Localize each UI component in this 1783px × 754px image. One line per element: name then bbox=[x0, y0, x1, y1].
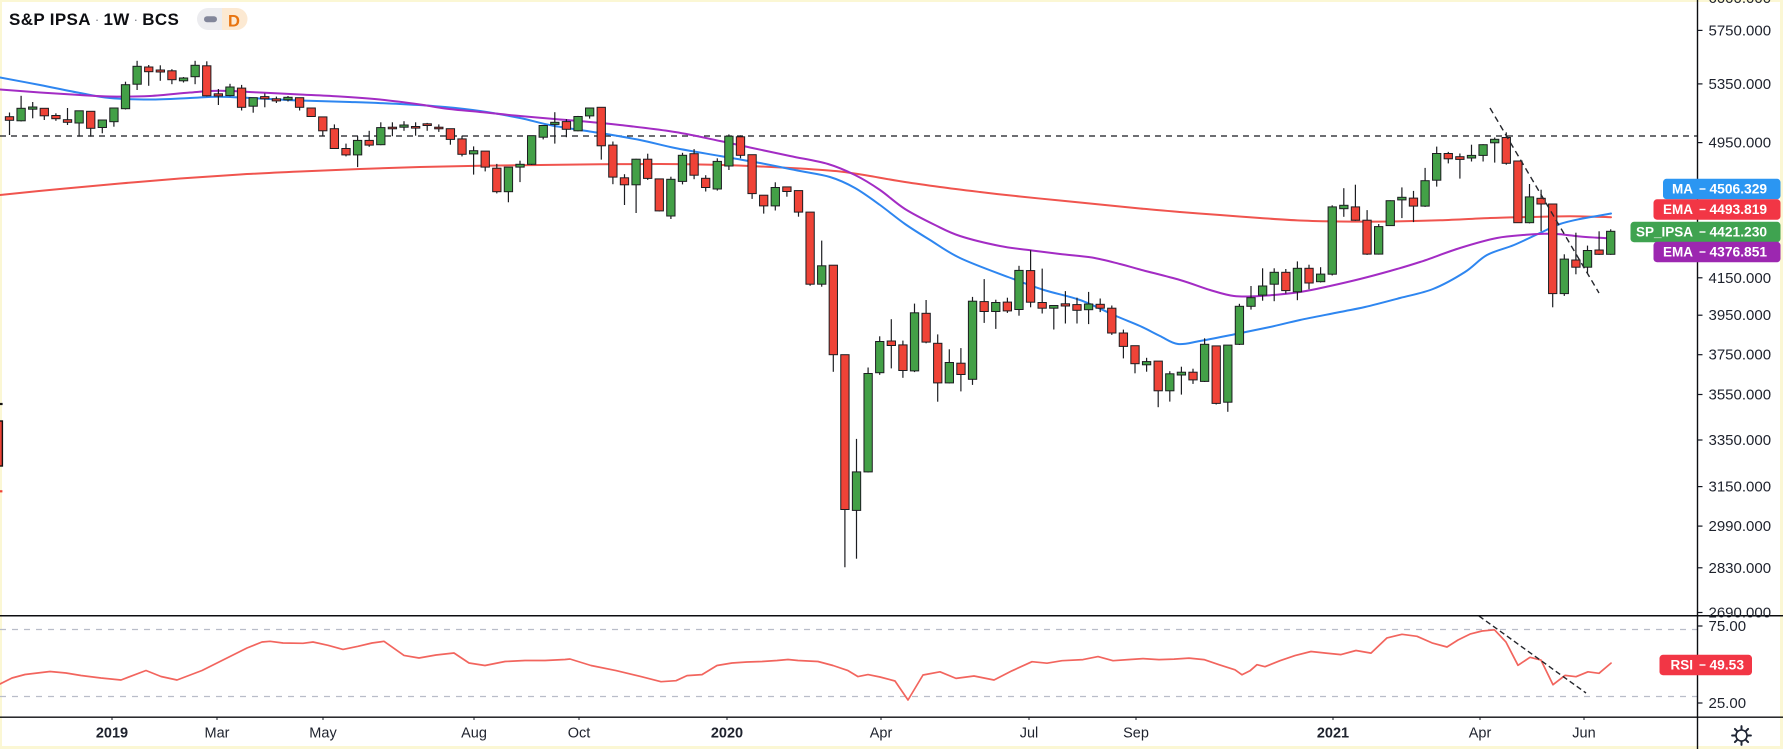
svg-text:5350.000: 5350.000 bbox=[1709, 76, 1772, 93]
svg-text:Aug: Aug bbox=[461, 726, 487, 742]
svg-text:3950.000: 3950.000 bbox=[1709, 307, 1772, 324]
svg-text:2830.000: 2830.000 bbox=[1709, 560, 1772, 577]
svg-text:MA: MA bbox=[1672, 182, 1693, 197]
svg-text:Jul: Jul bbox=[1020, 726, 1039, 742]
svg-text:2021: 2021 bbox=[1317, 726, 1349, 742]
svg-text:2690.000: 2690.000 bbox=[1709, 605, 1772, 622]
svg-text:May: May bbox=[309, 726, 337, 742]
svg-text:4150.000: 4150.000 bbox=[1709, 270, 1772, 287]
svg-text:3750.000: 3750.000 bbox=[1709, 347, 1772, 364]
svg-text:EMA: EMA bbox=[1663, 245, 1693, 260]
svg-text:3550.000: 3550.000 bbox=[1709, 387, 1772, 404]
svg-text:Oct: Oct bbox=[568, 726, 591, 742]
svg-text:Mar: Mar bbox=[205, 726, 230, 742]
svg-text:4506.329: 4506.329 bbox=[1710, 182, 1768, 197]
svg-text:75.00: 75.00 bbox=[1709, 618, 1747, 635]
svg-text:Apr: Apr bbox=[870, 726, 893, 742]
svg-text:25.00: 25.00 bbox=[1709, 695, 1747, 712]
svg-text:49.53: 49.53 bbox=[1710, 658, 1745, 673]
svg-text:D: D bbox=[228, 13, 240, 31]
svg-text:SP_IPSA: SP_IPSA bbox=[1636, 225, 1693, 240]
svg-text:3150.000: 3150.000 bbox=[1709, 479, 1772, 496]
svg-text:4421.230: 4421.230 bbox=[1710, 225, 1768, 240]
svg-text:6000.000: 6000.000 bbox=[1709, 0, 1772, 7]
svg-text:2990.000: 2990.000 bbox=[1709, 518, 1772, 535]
svg-text:4493.819: 4493.819 bbox=[1710, 202, 1768, 217]
svg-text:EMA: EMA bbox=[1663, 202, 1693, 217]
svg-text:Jun: Jun bbox=[1572, 726, 1595, 742]
svg-text:3350.000: 3350.000 bbox=[1709, 432, 1772, 449]
svg-text:Sep: Sep bbox=[1123, 726, 1149, 742]
svg-text:S&P IPSA · 1W · BCS: S&P IPSA · 1W · BCS bbox=[9, 10, 179, 29]
svg-text:4376.851: 4376.851 bbox=[1710, 245, 1768, 260]
svg-text:Apr: Apr bbox=[1469, 726, 1492, 742]
svg-text:2020: 2020 bbox=[711, 726, 743, 742]
svg-text:2019: 2019 bbox=[96, 726, 128, 742]
svg-text:RSI: RSI bbox=[1670, 658, 1693, 673]
svg-text:5750.000: 5750.000 bbox=[1709, 22, 1772, 39]
svg-text:4950.000: 4950.000 bbox=[1709, 135, 1772, 152]
